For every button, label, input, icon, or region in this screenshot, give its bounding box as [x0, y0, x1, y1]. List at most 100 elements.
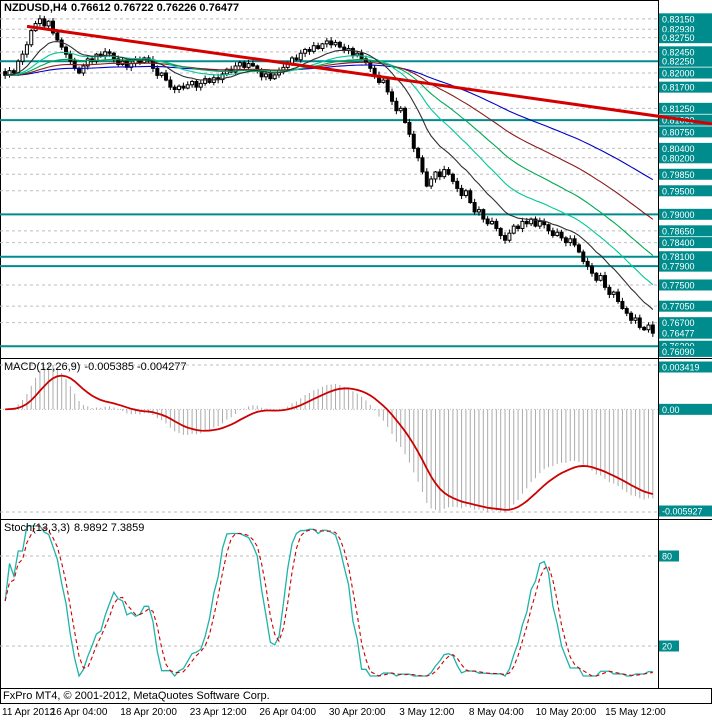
price-scale-label-box	[659, 46, 712, 58]
price-scale-label: 0.79850	[662, 170, 695, 180]
macd-canvas[interactable]: 0.003419 0.00 -0.005927	[0, 359, 712, 519]
candle-body	[490, 220, 494, 225]
price-scale-label: 0.82930	[662, 25, 695, 35]
price-scale-label-box	[659, 225, 712, 237]
copyright-bar: FxPro MT4, © 2001-2012, MetaQuotes Softw…	[0, 689, 712, 704]
time-label: 3 May 12:00	[399, 707, 455, 718]
candle-body	[637, 317, 642, 328]
price-scale-label-box	[659, 345, 712, 357]
price-scale-label: 0.80750	[662, 127, 695, 137]
macd-scale-label-box	[659, 403, 712, 415]
candle-body	[476, 209, 481, 213]
time-label: 30 Apr 20:00	[328, 707, 386, 718]
candle-body	[616, 291, 621, 302]
candle-body	[537, 220, 542, 227]
candle-body	[177, 85, 182, 90]
candle-body	[46, 20, 51, 27]
candle-body	[29, 30, 34, 46]
candle-body	[442, 169, 447, 178]
macd-scale[interactable]	[658, 359, 712, 519]
ma-line-44	[5, 58, 654, 256]
stoch-scale[interactable]	[658, 520, 712, 688]
candle-body	[642, 326, 647, 331]
price-scale-label-box	[659, 168, 712, 180]
candle-body	[320, 43, 325, 50]
candle-body	[450, 173, 455, 182]
candle-body	[181, 85, 186, 89]
candle-body	[390, 91, 395, 102]
candle-body	[485, 218, 490, 225]
candle-body	[494, 220, 499, 229]
candle-body	[268, 73, 273, 80]
price-scale-label-box	[659, 81, 712, 93]
price-scale-label-box	[659, 32, 712, 44]
stoch-scale-label: 80	[662, 552, 672, 562]
candle-body	[472, 202, 477, 213]
price-scale-label-box	[659, 102, 712, 114]
candle-body	[385, 79, 390, 93]
candle-body	[416, 147, 421, 159]
candle-body	[203, 78, 208, 84]
candle-body	[164, 72, 168, 81]
time-label: 26 Apr 04:00	[259, 707, 317, 718]
price-scale-label: 0.82250	[662, 57, 695, 67]
price-scale-label: 0.77500	[662, 280, 695, 290]
candle-body	[607, 286, 612, 295]
price-scale-label: 0.81000	[662, 116, 695, 126]
candle-body	[411, 133, 416, 149]
candle-body	[194, 80, 199, 88]
candle-body	[463, 190, 468, 196]
candle-body	[585, 260, 590, 267]
candle-body	[603, 275, 608, 288]
candle-body	[546, 224, 551, 232]
candle-body	[407, 121, 412, 135]
candle-body	[59, 39, 64, 48]
candle-body	[242, 62, 247, 68]
price-scale-label-box	[659, 67, 712, 79]
candle-body	[172, 86, 177, 91]
candle-body	[403, 107, 408, 123]
candle-body	[498, 227, 503, 237]
candle-body	[633, 317, 638, 321]
candle-body	[333, 41, 338, 46]
candle-body	[598, 275, 603, 281]
candle-body	[64, 46, 69, 55]
candle-body	[429, 178, 434, 187]
time-axis[interactable]: 11 Apr 2012 16 Apr 04:00 18 Apr 20:00 23 Ap…	[0, 704, 712, 724]
candle-body	[307, 48, 312, 52]
candle-body	[589, 265, 594, 274]
macd-scale-label: -0.005927	[662, 507, 703, 517]
candle-body	[298, 52, 303, 61]
price-chart-panel: 0.83150 0.82930 0.82750 0.82450 0.82250 0.820…	[0, 0, 712, 359]
time-label: 8 May 04:00	[468, 707, 524, 718]
candle-body	[511, 225, 516, 234]
candle-body	[620, 300, 625, 310]
candle-body	[68, 53, 73, 62]
candle-body	[329, 40, 334, 46]
candle-body	[381, 79, 386, 83]
price-scale-label: 0.77050	[662, 302, 695, 312]
price-scale-label: 0.82000	[662, 69, 695, 79]
candle-body	[350, 48, 355, 56]
time-label: 15 May 12:00	[605, 707, 666, 718]
stoch-panel: 80 20 Stoch(13,3,3) 8.9892 7.3859	[0, 520, 712, 689]
candle-body	[94, 53, 99, 62]
price-scale-label-box	[659, 142, 712, 154]
stoch-canvas[interactable]: 80 20	[0, 520, 712, 688]
price-scale-label: 0.77900	[662, 262, 695, 272]
time-label: 11 Apr 2012	[2, 707, 56, 718]
candle-body	[507, 232, 512, 241]
candle-body	[11, 70, 16, 74]
candle-body	[20, 53, 25, 62]
price-scale-label: 0.78650	[662, 226, 695, 236]
time-label: 18 Apr 20:00	[120, 707, 177, 718]
candle-body	[77, 67, 82, 74]
candle-body	[424, 171, 429, 187]
candle-body	[398, 107, 403, 112]
candle-body	[459, 187, 464, 196]
candle-body	[629, 312, 634, 321]
price-scale-label: 0.78100	[662, 252, 695, 262]
trendline[interactable]	[26, 24, 712, 126]
price-scale-label-box	[659, 208, 712, 220]
